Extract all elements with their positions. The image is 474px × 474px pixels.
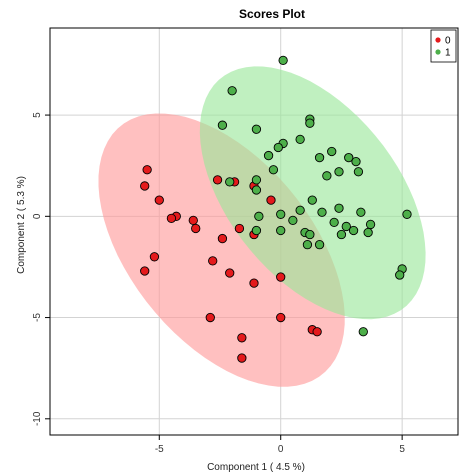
group-0-point — [188, 215, 198, 226]
x-tick-label: 0 — [278, 444, 284, 455]
group-1-point — [278, 55, 288, 66]
group-1-point — [251, 175, 262, 185]
group-1-point — [365, 219, 376, 230]
legend-marker-1 — [435, 49, 441, 55]
group-0-point — [191, 223, 201, 234]
x-tick-label: -5 — [155, 444, 164, 455]
group-1-point — [327, 146, 337, 157]
x-axis-title: Component 1 ( 4.5 %) — [207, 462, 305, 473]
group-1-point — [225, 177, 235, 187]
group-0-point — [149, 252, 160, 262]
x-tick-label: 5 — [399, 444, 405, 455]
legend-label-1: 1 — [445, 48, 451, 59]
group-1-point — [348, 225, 359, 236]
group-1-point — [273, 142, 283, 153]
legend: 01 — [430, 29, 457, 63]
group-1-point — [295, 134, 305, 145]
group-0-point — [276, 272, 286, 282]
group-1-point — [305, 118, 315, 128]
legend-box — [430, 29, 457, 63]
group-1-point — [251, 185, 262, 195]
group-1-point — [322, 171, 332, 181]
group-0-point — [140, 181, 150, 191]
plot-frame — [49, 27, 459, 436]
group-0-point — [208, 256, 218, 266]
y-tick-label: 0 — [32, 213, 43, 219]
y-tick-label: -5 — [32, 313, 43, 322]
legend-label-0: 0 — [445, 36, 451, 47]
group-0-point — [249, 278, 259, 288]
group-1-point — [358, 327, 368, 337]
group-1-point — [305, 229, 315, 240]
group-1-point — [276, 225, 286, 236]
group-1-point — [217, 120, 228, 130]
group-0-point — [237, 353, 247, 363]
group-1-point — [263, 150, 274, 161]
group-0-point — [212, 175, 223, 185]
group-1-point — [402, 209, 412, 219]
group-1-point — [302, 240, 313, 250]
group-0-point — [312, 327, 322, 337]
group-0-point — [142, 165, 152, 175]
group-1-point — [251, 225, 262, 236]
group-0-point — [140, 266, 150, 276]
chart-title: Scores Plot — [239, 7, 305, 21]
group-0-point — [205, 312, 215, 323]
group-0-point — [266, 195, 276, 205]
group-1-point — [329, 217, 339, 228]
group-0-point — [276, 312, 286, 323]
group-1-point — [288, 215, 298, 226]
group-1-point — [251, 124, 262, 134]
group-0-point — [234, 223, 245, 234]
legend-marker-0 — [435, 37, 441, 43]
y-tick-label: -10 — [32, 411, 43, 426]
group-0-point — [217, 233, 228, 244]
group-1-point — [295, 205, 305, 215]
group-1-point — [334, 167, 344, 177]
group-1-point — [344, 152, 354, 163]
group-0-point — [225, 268, 235, 278]
group-0-point — [166, 213, 177, 223]
group-1-point — [336, 229, 347, 240]
group-1-point — [317, 207, 327, 217]
group-1-point — [334, 203, 344, 213]
group-1-point — [307, 195, 317, 205]
group-1-point — [268, 165, 279, 175]
group-1-point — [363, 227, 373, 238]
group-1-point — [276, 209, 286, 219]
group-1-point — [254, 211, 264, 221]
plot-area: -5 0 5 -10 -5 0 5 — [32, 27, 459, 455]
group-1-point — [353, 167, 364, 177]
group-1-point — [351, 156, 361, 167]
group-0-point — [237, 333, 247, 343]
group-1-point — [314, 152, 325, 163]
group-1-point — [356, 207, 366, 217]
y-tick-label: 5 — [32, 112, 43, 118]
y-axis-title: Component 2 ( 5.3 %) — [16, 176, 27, 274]
group-1-point — [227, 86, 237, 96]
group-1-point — [341, 221, 351, 232]
group-1-point — [314, 240, 325, 250]
group-0-point — [154, 195, 164, 205]
group-1-point — [395, 270, 405, 280]
